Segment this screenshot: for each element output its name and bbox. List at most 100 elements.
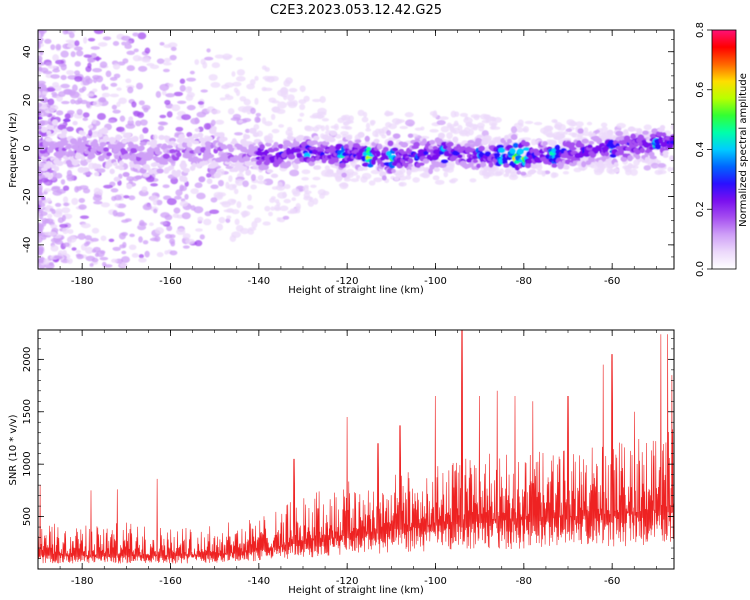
- spectrogram-cell: [356, 174, 361, 180]
- spectrogram-cell: [270, 173, 279, 179]
- spectrogram-cell: [336, 168, 343, 175]
- spectrogram-cell: [345, 135, 353, 141]
- spectrogram-cell: [649, 155, 657, 160]
- spectrogram-cell: [38, 90, 41, 97]
- spectrogram-cell: [669, 155, 674, 162]
- x-tick-label: -120: [336, 276, 359, 287]
- spectrogram-cell: [177, 100, 187, 104]
- spectrogram-cell: [74, 70, 81, 76]
- spectrogram-cell: [92, 88, 98, 93]
- spectrogram-cell: [142, 173, 150, 178]
- spectrogram-cell: [48, 231, 57, 236]
- spectrogram-cell: [67, 229, 74, 234]
- spectrogram-cell: [510, 134, 518, 141]
- spectrogram-cell: [154, 227, 164, 235]
- spectrogram-cell: [365, 128, 372, 132]
- spectrogram-cell: [69, 32, 75, 39]
- spectrogram-cell: [38, 116, 43, 120]
- spectrogram-cell: [199, 234, 205, 240]
- spectrogram-cell: [170, 46, 177, 51]
- spectrogram-cell: [110, 82, 118, 87]
- spectrogram-cell: [630, 133, 636, 140]
- spectrogram-cell: [210, 197, 218, 203]
- spectrogram-cell: [141, 186, 148, 193]
- spectrogram-cell: [66, 126, 74, 132]
- spectrogram-cell: [62, 118, 71, 123]
- spectrogram-cell: [297, 118, 303, 122]
- spectrogram-cell: [92, 67, 103, 73]
- spectrogram-cell: [227, 183, 237, 191]
- spectrogram-cell: [287, 153, 296, 160]
- spectrogram-cell: [570, 142, 576, 147]
- spectrogram-cell: [45, 137, 53, 142]
- spectrogram-cell: [317, 107, 327, 115]
- spectrogram-cell: [340, 131, 349, 136]
- spectrogram-cell: [293, 148, 302, 153]
- spectrogram-cell: [603, 155, 610, 160]
- spectrogram-cell: [138, 221, 148, 227]
- spectrogram-cell: [406, 169, 412, 176]
- spectrogram-cell: [433, 167, 440, 172]
- spectrogram-cell: [255, 117, 261, 123]
- spectrogram-cell: [563, 130, 568, 135]
- spectrogram-cell: [219, 132, 225, 138]
- spectrogram-cell: [121, 35, 131, 41]
- colorbar: 0.0 0.2 0.4 0.6 0.8 Normalized spectral ampl…: [695, 22, 749, 277]
- spectrogram-cell: [61, 214, 66, 222]
- spectrogram-cell: [272, 161, 280, 168]
- spectrogram-cell: [88, 153, 96, 159]
- spectrogram-cell: [571, 132, 577, 137]
- spectrogram-cell: [142, 240, 149, 245]
- spectrogram-cell: [101, 92, 111, 98]
- spectrogram-cell: [551, 163, 558, 168]
- spectrogram-cell: [436, 119, 446, 126]
- spectrogram-cell: [246, 205, 254, 210]
- spectrogram-cell: [317, 189, 327, 196]
- spectrogram-cell: [76, 186, 82, 191]
- spectrogram-cell: [235, 76, 246, 82]
- spectrogram-cell: [123, 132, 132, 138]
- spectrogram-cell: [108, 238, 115, 243]
- spectrogram-cell: [69, 152, 75, 157]
- spectrogram-cell: [68, 30, 76, 33]
- spectrogram-cell: [361, 172, 372, 180]
- spectrogram-cell: [250, 174, 256, 182]
- spectrogram-cell: [317, 148, 325, 153]
- spectrogram-cell: [627, 126, 636, 132]
- spectrogram-cell: [160, 212, 170, 218]
- spectrogram-cell: [149, 195, 159, 202]
- spectrogram-cell: [76, 254, 84, 260]
- spectrogram-cell: [366, 146, 372, 151]
- spectrogram-cell: [635, 154, 641, 160]
- spectrogram-cell: [484, 151, 492, 157]
- spectrogram-cell: [214, 54, 225, 59]
- spectrogram-cell: [179, 84, 186, 92]
- colorbar-tick-label: 0.6: [695, 82, 706, 98]
- spectrogram-cell: [446, 132, 453, 140]
- spectrogram-cell: [432, 175, 440, 181]
- spectrogram-cell: [189, 70, 195, 75]
- spectrogram-cell: [254, 75, 259, 81]
- y-tick-label: 500: [22, 507, 33, 526]
- spectrogram-cell: [67, 235, 77, 243]
- spectrogram-cell: [97, 132, 103, 138]
- snr-panel: -180 -160 -140 -120 -100 -80 -60 500 1000 1500 20…: [8, 329, 675, 596]
- spectrogram-cell: [658, 137, 664, 144]
- spectrogram-cell: [87, 37, 96, 42]
- x-tick-label: -160: [159, 276, 182, 287]
- spectrogram-cell: [75, 50, 84, 57]
- spectrogram-cell: [278, 124, 285, 128]
- spectrogram-cell: [418, 162, 425, 167]
- spectrogram-cell: [643, 124, 652, 131]
- spectrogram-cell: [45, 62, 53, 67]
- spectrogram-cell: [472, 159, 479, 164]
- spectrogram-cell: [446, 122, 452, 129]
- spectrogram-cell: [167, 165, 175, 171]
- spectrogram-cell: [169, 54, 177, 61]
- spectrogram-cell: [473, 115, 480, 121]
- spectrogram-cell: [160, 221, 168, 225]
- spectrogram-cell: [185, 238, 195, 245]
- spectrogram-panel: -180 -160 -140 -120 -100 -80 -60 -40 -20 0 20 40 H…: [8, 29, 675, 296]
- spectrogram-cell: [327, 137, 336, 143]
- spectrogram-cell: [135, 82, 144, 90]
